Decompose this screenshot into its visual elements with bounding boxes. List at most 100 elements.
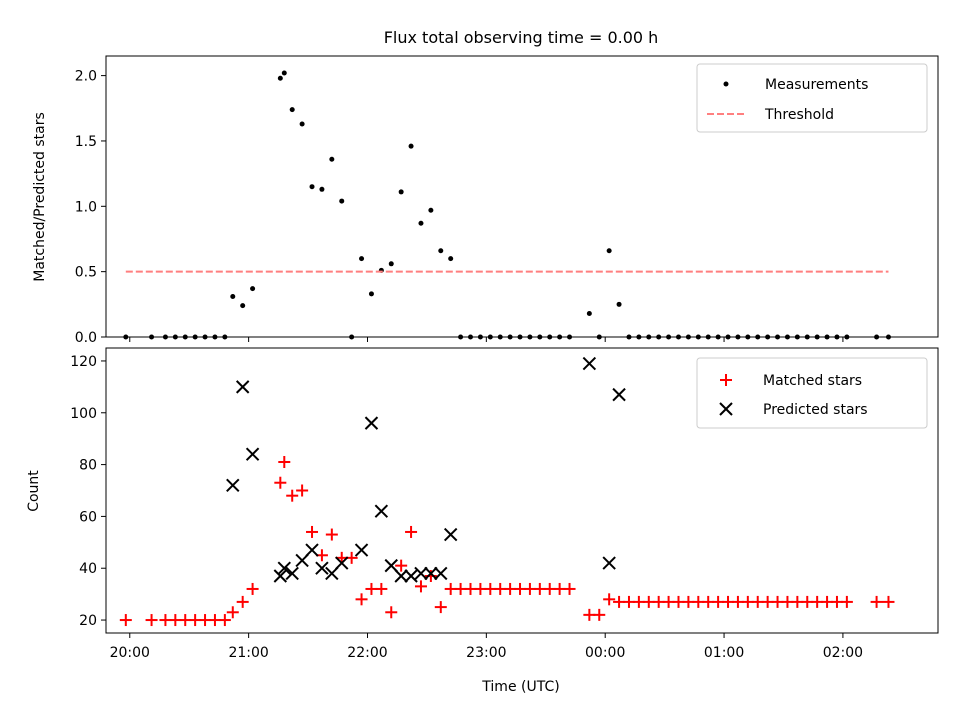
matched-star-point — [414, 580, 427, 593]
matched-star-point — [145, 614, 158, 627]
ratio-legend-box — [696, 63, 928, 133]
matched-star-point — [218, 614, 231, 627]
predicted-star-point — [295, 553, 309, 568]
measurement-point — [646, 334, 652, 340]
predicted-star-point — [612, 387, 626, 402]
measurement-point — [497, 334, 503, 340]
measurement-point — [507, 334, 513, 340]
measurement-point — [299, 121, 305, 127]
measurement-point — [458, 334, 464, 340]
measurement-point — [277, 75, 283, 81]
measurement-point — [408, 143, 414, 149]
measurement-point — [874, 334, 880, 340]
measurement-point — [212, 334, 218, 340]
predicted-star-point — [434, 566, 448, 581]
predicted-star-point — [273, 569, 288, 583]
measurement-point — [685, 334, 691, 340]
measurement-point — [240, 303, 246, 309]
count-x-axis-label: Time (UTC) — [481, 679, 559, 695]
measurement-point — [230, 293, 236, 299]
matched-star-point — [286, 489, 299, 502]
ratio-ytick-label: 0.5 — [75, 265, 97, 281]
ratio-ytick-label: 1.5 — [75, 134, 97, 150]
legend-matched-label: Matched stars — [763, 373, 862, 389]
measurement-point — [834, 334, 840, 340]
matched-star-point — [882, 595, 895, 608]
measurement-point — [755, 334, 761, 340]
legend-matched-marker — [720, 374, 732, 386]
measurement-point — [616, 301, 622, 307]
count-ytick-label: 100 — [70, 406, 97, 422]
measurement-point — [527, 334, 533, 340]
measurement-point — [368, 291, 374, 297]
count-xtick-label: 01:00 — [704, 645, 744, 661]
matched-star-point — [296, 484, 309, 497]
measurement-point — [586, 310, 592, 316]
matched-star-point — [246, 582, 259, 595]
measurement-point — [606, 248, 612, 254]
predicted-star-point — [364, 416, 379, 430]
ratio-ytick-label: 0.0 — [75, 330, 97, 346]
measurement-point — [517, 334, 523, 340]
count-marks — [119, 356, 895, 627]
count-ytick-label: 20 — [79, 613, 97, 629]
measurement-point — [192, 334, 198, 340]
ratio-ytick-label: 1.0 — [75, 199, 97, 215]
predicted-star-point — [245, 447, 260, 461]
predicted-star-point — [315, 561, 329, 575]
measurement-point — [319, 186, 325, 192]
matched-star-point — [274, 476, 287, 489]
predicted-star-point — [404, 569, 418, 583]
count-ytick-label: 120 — [70, 354, 97, 370]
legend-predicted-marker — [719, 402, 733, 416]
measurement-point — [885, 334, 891, 340]
measurement-point — [547, 334, 553, 340]
measurement-point — [309, 184, 315, 190]
measurement-point — [705, 334, 711, 340]
predicted-star-point — [235, 380, 250, 394]
matched-star-point — [278, 456, 291, 468]
predicted-star-point — [394, 569, 408, 583]
predicted-star-point — [335, 556, 349, 570]
measurement-point — [123, 334, 129, 340]
predicted-star-point — [424, 566, 438, 581]
count-legend-box — [696, 357, 928, 429]
measurement-point — [715, 334, 721, 340]
measurement-point — [289, 107, 295, 113]
matched-star-point — [563, 582, 576, 595]
measurement-point — [626, 334, 632, 340]
measurement-point — [172, 334, 178, 340]
measurement-point — [349, 334, 355, 340]
legend-measurements-marker — [723, 81, 729, 87]
matched-star-point — [870, 595, 883, 608]
measurement-point — [428, 207, 434, 213]
ratio-ytick-label: 2.0 — [75, 69, 97, 85]
matched-star-point — [375, 582, 388, 595]
measurement-point — [794, 334, 800, 340]
measurement-point — [487, 334, 493, 340]
measurement-point — [695, 334, 701, 340]
ratio-y-axis-label: Matched/Predicted stars — [32, 112, 48, 282]
measurement-point — [765, 334, 771, 340]
predicted-star-point — [443, 527, 458, 542]
matched-star-point — [434, 601, 447, 614]
measurement-point — [149, 334, 155, 340]
measurement-point — [666, 334, 672, 340]
predicted-star-point — [384, 558, 398, 573]
matched-star-point — [325, 528, 338, 541]
count-xtick-label: 20:00 — [110, 645, 150, 661]
measurement-point — [281, 70, 287, 76]
matched-star-point — [226, 606, 239, 619]
count-xtick-label: 23:00 — [466, 645, 506, 661]
measurement-point — [477, 334, 483, 340]
count-xticks: 20:00 21:00 22:00 23:00 00:00 01:00 02:00 — [110, 633, 863, 661]
matched-star-point — [593, 608, 606, 621]
count-ytick-label: 80 — [79, 458, 97, 474]
predicted-star-point — [374, 504, 389, 518]
count-xtick-label: 00:00 — [585, 645, 625, 661]
measurement-point — [804, 334, 810, 340]
measurement-point — [784, 334, 790, 340]
measurement-point — [675, 334, 681, 340]
matched-star-point — [385, 606, 398, 619]
